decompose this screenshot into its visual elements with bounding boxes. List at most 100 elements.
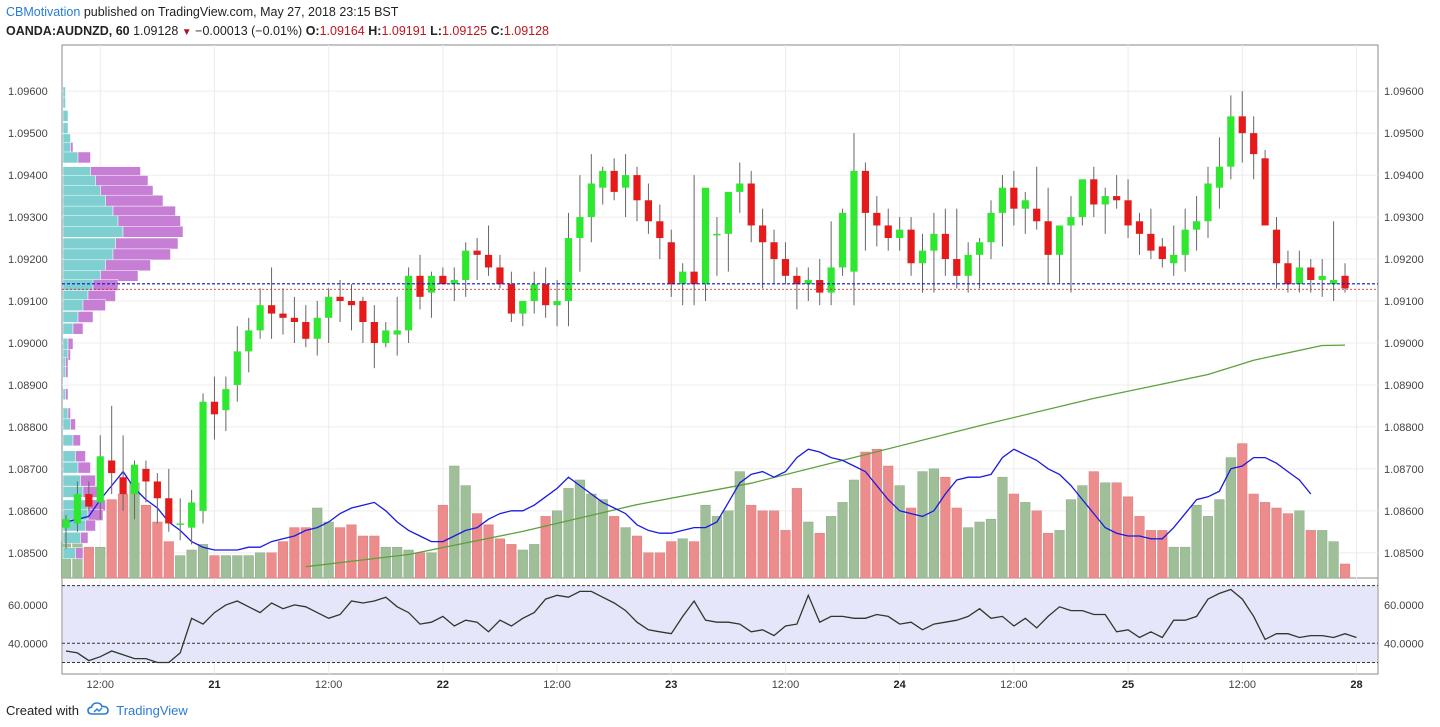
candle-body-down: [119, 477, 127, 495]
volume-bar: [106, 499, 117, 579]
candle-body-up: [576, 217, 584, 239]
candle-body-up: [998, 187, 1007, 213]
volume-bar: [1225, 457, 1236, 579]
high-label: H:: [368, 24, 382, 38]
vprofile-down-segment: [67, 407, 71, 420]
candle-body-down: [633, 175, 641, 201]
candle-body-down: [941, 233, 949, 260]
vprofile-down-segment: [95, 175, 149, 187]
volume-bar: [1339, 563, 1351, 579]
candle-body-up: [233, 351, 241, 385]
vprofile-down-segment: [105, 259, 151, 272]
candle-body-down: [484, 254, 493, 268]
volume-bar: [255, 552, 266, 579]
volume-bar: [746, 504, 757, 579]
vprofile-up-segment: [62, 322, 74, 335]
candle-body-down: [690, 271, 698, 285]
open-label: O:: [305, 24, 320, 38]
volume-bar: [574, 479, 585, 579]
candle-body-down: [142, 468, 150, 482]
candle-body-up: [130, 464, 139, 495]
price-tick-label-left: 1.09000: [8, 338, 48, 350]
rsi-band: [63, 585, 1377, 663]
volume-bar: [209, 555, 220, 579]
volume-bar: [1305, 530, 1316, 579]
vprofile-up-segment: [62, 418, 71, 431]
vprofile-up-segment: [62, 96, 66, 109]
candle-body-down: [153, 481, 161, 499]
candle-body-down: [1158, 246, 1166, 260]
rsi-tick-label-right: 60.0000: [1384, 600, 1424, 612]
vprofile-up-segment: [62, 461, 79, 474]
vprofile-up-segment: [62, 110, 69, 122]
candle-body-up: [188, 502, 196, 528]
volume-bar: [1202, 516, 1214, 579]
high-value: 1.09191: [381, 24, 427, 38]
candle-body-down: [85, 494, 93, 507]
vprofile-up-segment: [62, 547, 76, 559]
volume-bar: [323, 521, 334, 579]
vprofile-up-segment: [62, 366, 66, 378]
candle-body-up: [1181, 229, 1189, 255]
volume-bar: [220, 555, 231, 579]
volume-bar: [689, 541, 700, 579]
candle-body-down: [759, 225, 767, 243]
volume-bar: [335, 527, 346, 579]
candle-body-down: [1090, 179, 1098, 205]
candle-body-up: [553, 301, 561, 306]
price-tick-label-left: 1.08900: [8, 380, 48, 392]
volume-bar: [403, 549, 414, 579]
volume-bar: [609, 516, 620, 579]
candle-body-up: [896, 229, 904, 239]
volume-bar: [1031, 510, 1042, 579]
candle-body-up: [804, 280, 812, 285]
candle-body-down: [747, 183, 755, 226]
candle-body-down: [1135, 221, 1144, 234]
volume-bar: [380, 546, 391, 579]
volume-bar: [1180, 546, 1191, 579]
candle-body-up: [736, 183, 744, 192]
vprofile-up-segment: [62, 175, 96, 187]
volume-bar: [723, 510, 734, 579]
candle-body-up: [987, 212, 995, 243]
vprofile-up-segment: [62, 248, 114, 261]
volume-bar: [894, 485, 905, 579]
volume-bar: [1054, 530, 1065, 579]
author-link[interactable]: CBMotivation: [6, 5, 81, 19]
vprofile-up-segment: [62, 299, 84, 311]
volume-bar: [140, 504, 151, 579]
candle-body-down: [439, 275, 447, 285]
vprofile-down-segment: [82, 299, 106, 311]
volume-bar: [1020, 502, 1031, 579]
vprofile-up-segment: [62, 388, 66, 400]
candle-body-up: [918, 250, 927, 264]
candle-body-down: [656, 221, 664, 239]
vprofile-down-segment: [65, 388, 69, 400]
price-axis: 1.09600 1.09600 1.09500 1.09500 1.09400 1.094…: [8, 86, 1424, 560]
price-tick-label-right: 1.09000: [1384, 338, 1424, 350]
candle-body-down: [302, 321, 310, 339]
time-tick-label: 12:00: [543, 679, 571, 691]
candle-body-up: [713, 233, 721, 236]
volume-bar: [677, 538, 688, 579]
volume-ma-line: [65, 448, 1312, 551]
volume-bar: [803, 521, 814, 579]
volume-bar: [1328, 541, 1339, 579]
candle-body-down: [907, 229, 915, 264]
volume-bar: [597, 499, 608, 579]
tradingview-link[interactable]: TradingView: [116, 703, 188, 718]
footer: Created with TradingView: [6, 701, 188, 721]
time-tick-label: 23: [665, 679, 677, 691]
vprofile-up-segment: [62, 142, 71, 154]
symbol-label[interactable]: OANDA:AUDNZD, 60: [6, 24, 130, 38]
candlesticks: [62, 91, 1349, 549]
vprofile-up-segment: [62, 215, 119, 228]
candle-body-up: [530, 284, 538, 302]
rsi-indicator: 60.0000 60.0000 40.0000 40.0000: [8, 585, 1424, 664]
candle-body-down: [496, 267, 504, 285]
volume-bar: [186, 549, 197, 579]
candle-body-down: [359, 301, 367, 322]
symbol-line: OANDA:AUDNZD, 60 1.09128 ▼ −0.00013 (−0.…: [6, 22, 1426, 41]
candle-body-up: [976, 242, 984, 255]
